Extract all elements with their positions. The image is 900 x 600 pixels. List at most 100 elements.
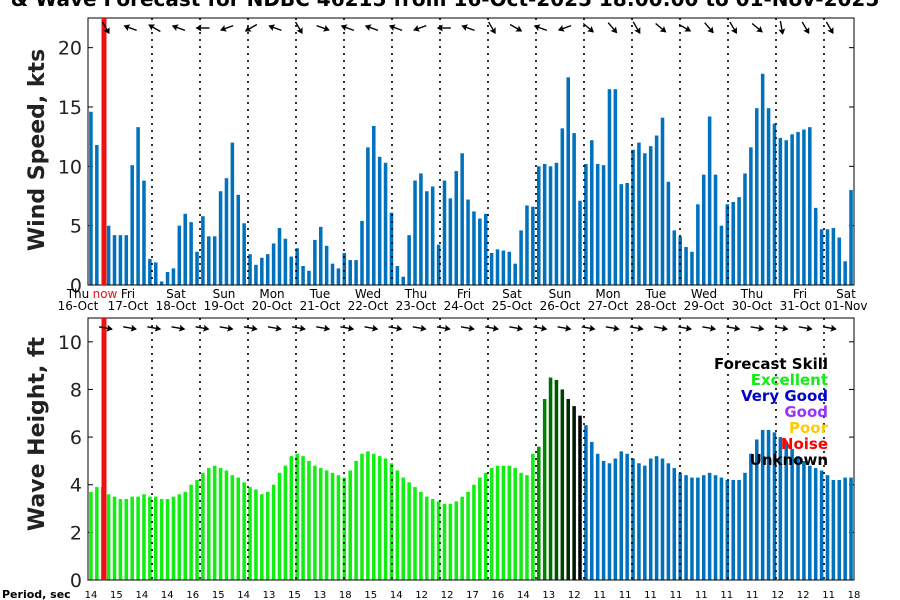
arrow-head	[515, 25, 523, 32]
arrow-head	[103, 27, 110, 35]
arrow-head	[684, 25, 692, 32]
arrow-head	[803, 27, 810, 35]
wave-bar	[295, 453, 299, 580]
wind-bar	[713, 174, 718, 285]
arrow-head	[244, 25, 252, 32]
wind-bar	[554, 162, 559, 285]
wind-bar	[749, 147, 753, 285]
wind-bar	[377, 156, 382, 285]
wave-bar	[843, 477, 847, 580]
direction-arrow	[629, 324, 644, 332]
wind-bar	[153, 262, 158, 285]
wind-bar	[536, 166, 541, 285]
wind-bar	[354, 260, 358, 285]
wave-bar	[430, 499, 435, 580]
wind-bar	[136, 127, 140, 285]
arrow-head	[322, 25, 330, 32]
period-value: 11	[695, 590, 708, 600]
arrow-head	[420, 324, 427, 332]
arrow-head	[148, 24, 156, 31]
wind-bar	[89, 111, 93, 285]
wind-bar	[401, 276, 406, 285]
wind-bar	[525, 205, 529, 285]
direction-arrow	[704, 22, 714, 34]
period-value: 12	[568, 590, 581, 600]
wind-bar	[743, 173, 747, 285]
arrow-head	[106, 324, 113, 332]
day-name-label: Tue	[309, 287, 331, 301]
direction-arrow	[509, 23, 523, 32]
arrow-head	[781, 324, 789, 332]
wave-bar	[136, 496, 140, 580]
wind-bar	[507, 251, 512, 285]
wind-bar	[142, 180, 146, 285]
wave-bar	[825, 475, 830, 580]
direction-arrow	[678, 23, 692, 32]
wave-bar	[454, 501, 459, 580]
wave-bar	[242, 482, 246, 580]
arrow-head	[171, 24, 179, 31]
date-label: 18-Oct	[156, 299, 197, 313]
wave-bar	[531, 453, 535, 580]
wave-bar	[153, 496, 158, 580]
wave-bar	[707, 472, 712, 580]
wind-bar	[501, 250, 506, 285]
wave-bar	[212, 465, 217, 580]
wave-bar	[207, 468, 211, 580]
direction-arrow	[123, 24, 137, 32]
wind-bar	[707, 116, 712, 286]
wave-bar	[690, 477, 694, 580]
arrow-head	[364, 24, 372, 31]
direction-arrow	[219, 324, 234, 332]
wave-bar	[348, 470, 352, 580]
wind-bar	[442, 180, 447, 285]
wave-bar	[743, 472, 747, 580]
wind-bar	[607, 89, 612, 285]
direction-arrow	[822, 324, 837, 332]
legend-item: Poor	[789, 419, 829, 437]
wind-bar	[478, 218, 482, 285]
wind-bar	[283, 238, 288, 285]
wave-bar	[277, 472, 282, 580]
wave-bar	[501, 465, 506, 580]
wave-bar	[183, 491, 187, 580]
direction-arrow	[632, 21, 641, 35]
arrow-head	[413, 25, 420, 32]
wave-bar	[448, 503, 453, 580]
wave-bar	[696, 477, 700, 580]
arrow-head	[685, 324, 692, 332]
wind-bar	[837, 237, 842, 285]
wave-bar	[442, 503, 447, 580]
legend-title: Forecast Skill	[714, 355, 828, 373]
date-label: 23-Oct	[396, 299, 437, 313]
arrow-head	[709, 324, 717, 332]
legend-item: Good	[784, 403, 828, 421]
wind-bar	[324, 245, 329, 285]
wave-bar	[112, 496, 117, 580]
wave-bar	[660, 458, 665, 580]
wind-bar	[766, 108, 771, 285]
wind-bar	[95, 144, 99, 285]
arrow-head	[395, 324, 403, 332]
wind-bar	[165, 271, 170, 285]
arrow-head	[540, 324, 548, 332]
wind-bar	[454, 171, 459, 285]
direction-arrow	[148, 24, 161, 33]
wind-bar	[790, 134, 794, 285]
direction-arrow	[243, 324, 258, 332]
wind-bar	[755, 108, 759, 285]
direction-arrow	[195, 24, 210, 32]
direction-arrow	[171, 324, 186, 332]
wave-bar	[831, 479, 836, 580]
wind-bar	[590, 140, 594, 285]
arrow-head	[489, 27, 496, 35]
wind-bar	[719, 225, 724, 285]
direction-arrow	[729, 21, 738, 35]
wind-bar	[513, 263, 517, 285]
direction-arrow	[533, 324, 548, 332]
wind-bar	[648, 146, 653, 285]
wave-bar	[95, 487, 99, 580]
date-label: 27-Oct	[588, 299, 629, 313]
wind-bar	[654, 135, 659, 285]
wind-bar	[519, 230, 523, 285]
